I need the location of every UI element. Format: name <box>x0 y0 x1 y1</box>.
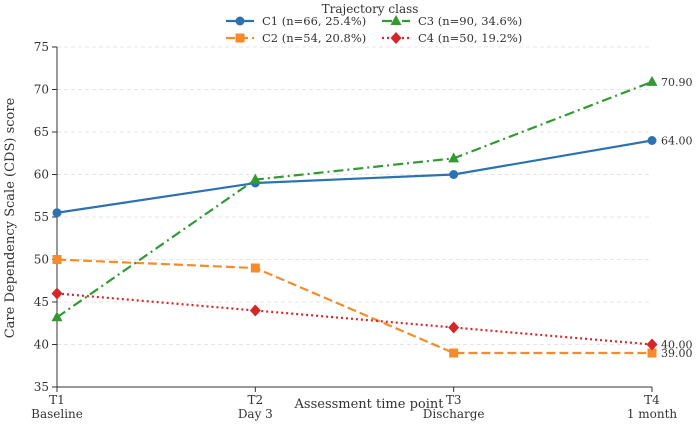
end-value-label: 70.90 <box>661 76 693 89</box>
legend-label: C1 (n=66, 25.4%) <box>262 14 366 28</box>
series-line <box>56 292 653 346</box>
legend-label: C4 (n=50, 19.2%) <box>418 31 522 45</box>
data-point <box>647 348 657 358</box>
data-point <box>249 304 261 317</box>
x-tick-sublabel: Discharge <box>423 407 485 421</box>
y-tick-label: 70 <box>34 83 49 97</box>
x-tick-label: T2 <box>248 393 264 407</box>
series-3: 70.90 <box>51 75 693 322</box>
end-value-label: 39.00 <box>661 347 693 360</box>
data-point <box>235 33 245 43</box>
x-tick-label: T1 <box>49 393 65 407</box>
data-point <box>250 263 260 273</box>
legend-entry: C1 (n=66, 25.4%) <box>226 14 366 28</box>
series-4: 40.00 <box>51 287 693 352</box>
legend-entry: C3 (n=90, 34.6%) <box>382 14 522 28</box>
y-tick-label: 35 <box>34 380 49 394</box>
data-point <box>646 338 658 351</box>
data-point <box>448 152 460 163</box>
data-point <box>448 321 460 334</box>
legend-entry: C4 (n=50, 19.2%) <box>382 31 522 45</box>
data-point <box>646 75 658 86</box>
y-axis-label: Care Dependency Scale (CDS) score <box>3 97 18 338</box>
x-tick-sublabel: Day 3 <box>238 407 273 421</box>
series-line <box>56 139 653 214</box>
legend-entry: C2 (n=54, 20.8%) <box>226 31 366 45</box>
data-point <box>52 208 62 218</box>
x-tick-label: T3 <box>446 393 462 407</box>
data-point <box>52 255 62 264</box>
data-point <box>249 173 261 184</box>
y-tick-label: 50 <box>34 253 49 267</box>
series-line <box>56 258 652 355</box>
y-tick-label: 75 <box>34 40 49 54</box>
grid-lines <box>57 46 652 345</box>
data-point <box>390 32 402 44</box>
x-axis-label: Assessment time point <box>294 397 445 412</box>
y-tick-label: 45 <box>34 295 49 309</box>
end-value-label: 40.00 <box>661 339 693 352</box>
y-tick-label: 55 <box>34 210 49 224</box>
y-tick-label: 40 <box>34 338 49 352</box>
y-tick-label: 65 <box>34 125 49 139</box>
legend-label: C2 (n=54, 20.8%) <box>262 31 366 45</box>
end-value-label: 64.00 <box>661 135 693 148</box>
data-point <box>51 287 63 300</box>
y-tick-label: 60 <box>34 168 49 182</box>
x-tick-sublabel: Baseline <box>31 407 83 421</box>
data-point <box>449 348 459 358</box>
legend-label: C3 (n=90, 34.6%) <box>418 14 522 28</box>
data-point <box>390 15 402 25</box>
series-1: 64.00 <box>52 135 693 218</box>
legend-title: Trajectory class <box>322 2 419 16</box>
data-point <box>449 170 459 179</box>
x-tick-label: T4 <box>644 393 660 407</box>
data-point <box>51 311 63 322</box>
series-layer: 64.00 39.00 70.90 40.00 <box>51 75 693 360</box>
x-tick-sublabel: 1 month <box>627 407 678 421</box>
data-point <box>647 136 657 145</box>
series-2: 39.00 <box>52 255 693 360</box>
data-point <box>235 16 245 26</box>
series-line <box>56 80 653 319</box>
